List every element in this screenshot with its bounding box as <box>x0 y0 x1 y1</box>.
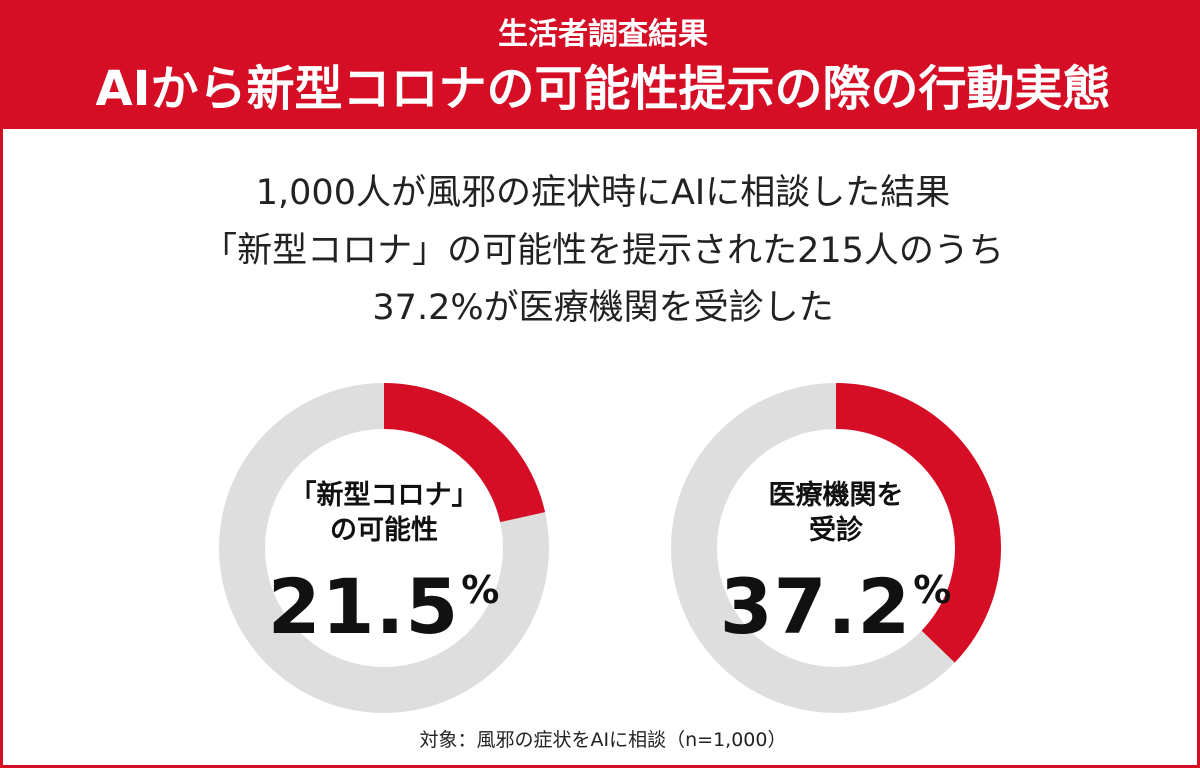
donut-1-value-slice <box>219 383 549 713</box>
donut-1-label-line-2: の可能性 <box>330 515 438 546</box>
lead-line-3: 37.2%が医療機関を受診した <box>372 288 834 328</box>
donut-1-label-line-1: 「新型コロナ」 <box>289 480 479 511</box>
donut-chart-2: 医療機関を 受診 37.2% <box>671 383 1001 713</box>
donut-1-value: 21.5% <box>219 545 549 652</box>
donut-2-svg <box>671 383 1001 713</box>
donut-chart-1: 「新型コロナ」 の可能性 21.5% <box>219 383 549 713</box>
header-title: AIから新型コロナの可能性提示の際の行動実態 <box>95 61 1111 117</box>
donut-2-value-number: 37.2 <box>719 562 912 651</box>
donut-2-label-line-1: 医療機関を <box>768 480 904 511</box>
donut-2-label-line-2: 受診 <box>809 515 863 546</box>
header-subtitle: 生活者調査結果 <box>498 17 708 52</box>
donut-2-percent-sign: % <box>913 568 953 612</box>
lead-line-2: 「新型コロナ」の可能性を提示された215人のうち <box>202 231 1004 271</box>
footnote: 対象：風邪の症状をAIに相談（n=1,000） <box>419 729 787 751</box>
donut-1-svg <box>219 383 549 713</box>
donut-1-value-number: 21.5 <box>267 562 460 651</box>
lead-line-1: 1,000人が風邪の症状時にAIに相談した結果 <box>255 173 951 213</box>
header-banner: 生活者調査結果 AIから新型コロナの可能性提示の際の行動実態 <box>3 3 1200 129</box>
donut-1-percent-sign: % <box>461 568 501 612</box>
donut-2-value: 37.2% <box>671 545 1001 652</box>
donut-2-value-slice <box>671 383 1001 713</box>
